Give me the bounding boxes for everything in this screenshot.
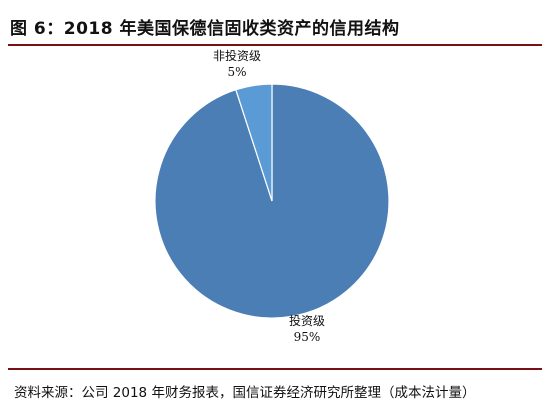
footer-rule [8,368,542,370]
slice-percent-label: 95% [294,330,321,344]
pie-chart: 投资级 95% 非投资级 5% [154,48,390,344]
slice-category-label: 投资级 [289,313,325,328]
source-note: 资料来源：公司 2018 年财务报表，国信证券经济研究所整理（成本法计量） [14,385,476,401]
slice-category-label: 非投资级 [213,48,261,63]
title-rule [8,44,542,46]
chart-title: 图 6：2018 年美国保德信固收类资产的信用结构 [10,19,400,39]
pie-slice-non-investment-grade [235,83,273,202]
plot-area: 投资级 95% 非投资级 5% [0,46,550,368]
slice-percent-label: 5% [227,65,246,79]
